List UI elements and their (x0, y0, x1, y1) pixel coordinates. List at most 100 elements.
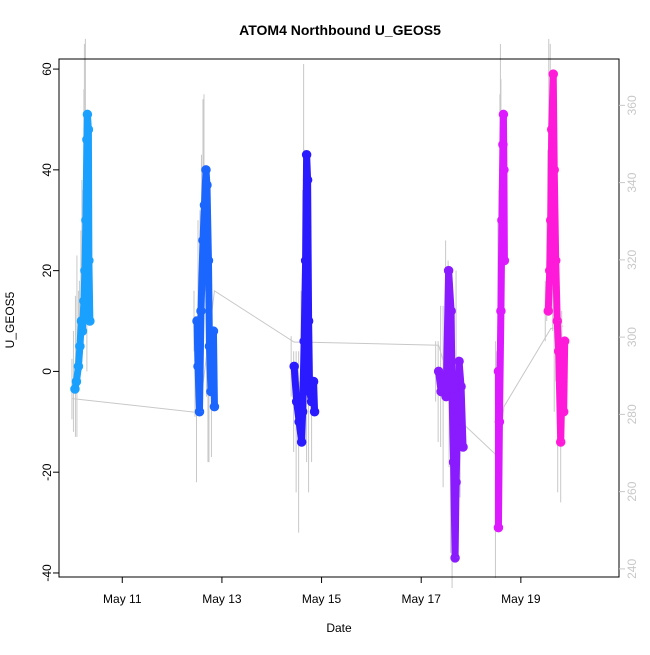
series-1 (70, 109, 95, 394)
data-point (289, 361, 299, 372)
series-line (290, 151, 319, 446)
data-point (458, 442, 468, 452)
series-2 (192, 165, 220, 417)
data-point (73, 361, 84, 372)
data-point (303, 316, 314, 326)
y2-tick-label: 360 (625, 95, 639, 115)
y-tick-label: -20 (40, 463, 54, 481)
data-point (193, 361, 203, 372)
data-point (496, 306, 506, 316)
plot-frame (58, 58, 620, 578)
data-point (436, 386, 446, 397)
data-point (441, 391, 451, 402)
series-5 (493, 109, 510, 533)
data-point (299, 336, 309, 346)
data-point (451, 477, 461, 488)
series-3 (289, 149, 320, 447)
y2-tick-label: 340 (625, 172, 639, 192)
data-point (433, 366, 444, 377)
y-axis-label: U_GEOS5 (3, 291, 17, 348)
series-6 (543, 69, 570, 447)
data-point (454, 356, 464, 367)
data-point (82, 109, 93, 120)
data-point (209, 401, 220, 412)
data-point (300, 255, 311, 266)
data-point (304, 386, 315, 397)
data-point (498, 109, 509, 120)
data-point (448, 457, 459, 467)
data-point (77, 326, 88, 336)
y-tick-label: -40 (40, 564, 54, 582)
secondary-trace (72, 289, 564, 459)
data-point (301, 149, 312, 160)
data-point (208, 326, 219, 336)
data-point (85, 316, 95, 326)
data-point (499, 165, 509, 175)
data-point (79, 296, 89, 306)
y-tick-label: 40 (40, 163, 54, 177)
y-tick-label: 20 (40, 264, 54, 278)
series-layer (70, 69, 570, 563)
data-point (204, 341, 215, 351)
data-point (198, 235, 208, 246)
data-point (199, 200, 210, 210)
data-point (291, 396, 302, 407)
series-line (494, 110, 508, 532)
y2-tick-label: 320 (625, 250, 639, 270)
data-point (83, 124, 94, 135)
x-axis-label: Date (326, 621, 352, 635)
series-line (544, 70, 569, 446)
data-point (493, 366, 504, 377)
data-point (545, 215, 556, 225)
data-point (438, 371, 449, 382)
y-tick-label: 0 (40, 368, 54, 375)
data-point (549, 165, 559, 175)
data-point (548, 69, 558, 79)
data-point (82, 134, 92, 145)
data-point (543, 306, 554, 316)
y2-tick-label: 240 (625, 559, 639, 579)
data-point (296, 437, 307, 447)
data-point (80, 265, 90, 276)
y2-tick-label: 260 (625, 481, 639, 501)
data-point (71, 376, 82, 387)
y2-tick-label: 280 (625, 404, 639, 424)
axes-layer: -40 -20 0 20 40 60 240 260 280 300 320 340 360 May 11… (40, 58, 639, 606)
data-point (192, 316, 202, 326)
data-point (544, 265, 555, 276)
data-point (84, 255, 94, 266)
data-point (201, 165, 211, 175)
secondary-series-layer (71, 38, 564, 589)
data-point (194, 406, 205, 417)
data-point (308, 376, 319, 387)
data-point (447, 391, 457, 402)
data-point (309, 406, 320, 417)
data-point (306, 396, 317, 407)
series-line (71, 110, 94, 393)
data-point (81, 215, 91, 225)
x-tick-label: May 15 (302, 592, 342, 606)
data-point (550, 255, 561, 266)
data-point (203, 255, 214, 266)
data-point (559, 336, 570, 346)
data-point (302, 175, 313, 185)
data-point (498, 139, 508, 150)
data-point (196, 306, 206, 316)
data-point (294, 417, 304, 427)
data-point (494, 417, 505, 427)
data-point (546, 124, 557, 135)
y-tick-label: 60 (40, 62, 54, 76)
data-point (202, 180, 212, 190)
y2-tick-label: 300 (625, 327, 639, 347)
data-point (206, 386, 216, 397)
data-point (557, 366, 567, 377)
data-point (493, 522, 504, 533)
x-tick-label: May 13 (202, 592, 242, 606)
chart-title: ATOM4 Northbound U_GEOS5 (239, 22, 441, 38)
data-point (297, 406, 308, 417)
data-point (452, 417, 463, 427)
x-tick-label: May 11 (103, 592, 142, 606)
x-tick-label: May 19 (501, 592, 541, 606)
data-point (446, 306, 456, 316)
series-4 (433, 265, 468, 563)
